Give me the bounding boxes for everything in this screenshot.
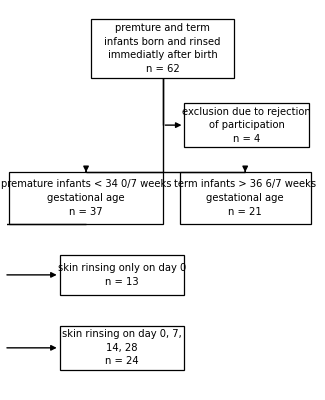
Text: skin rinsing only on day 0
n = 13: skin rinsing only on day 0 n = 13 xyxy=(58,263,186,287)
Text: premture and term
infants born and rinsed
immediatly after birth
n = 62: premture and term infants born and rinse… xyxy=(104,23,221,74)
FancyBboxPatch shape xyxy=(91,18,234,78)
FancyBboxPatch shape xyxy=(59,326,184,370)
Text: skin rinsing on day 0, 7,
14, 28
n = 24: skin rinsing on day 0, 7, 14, 28 n = 24 xyxy=(62,329,182,366)
FancyBboxPatch shape xyxy=(9,172,163,224)
FancyBboxPatch shape xyxy=(184,103,309,147)
Text: term infants > 36 6/7 weeks
gestational age
n = 21: term infants > 36 6/7 weeks gestational … xyxy=(174,180,316,217)
FancyBboxPatch shape xyxy=(180,172,311,224)
FancyBboxPatch shape xyxy=(59,255,184,295)
Text: exclusion due to rejection
of participation
n = 4: exclusion due to rejection of participat… xyxy=(182,106,311,144)
Text: premature infants < 34 0/7 weeks
gestational age
n = 37: premature infants < 34 0/7 weeks gestati… xyxy=(1,180,171,217)
